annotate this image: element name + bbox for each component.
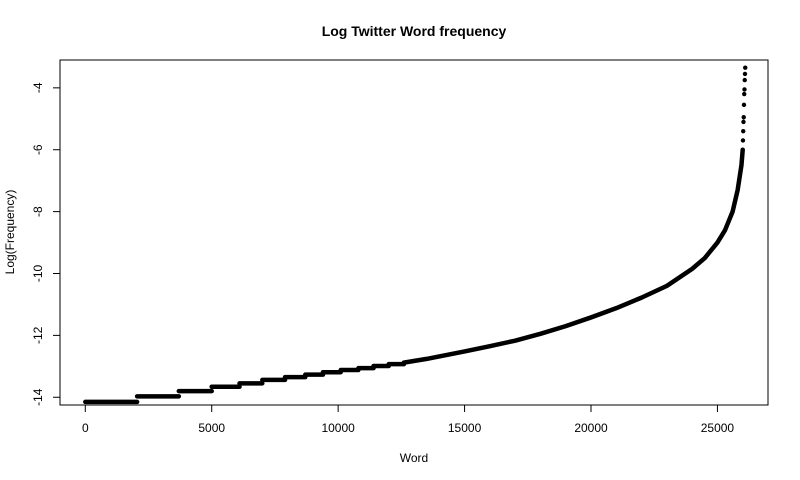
data-point: [742, 71, 748, 77]
data-point: [743, 65, 748, 70]
y-tick-label: -6: [31, 144, 45, 155]
y-axis: -14 -12 -10 -8 -6 -4: [31, 82, 60, 406]
plot-frame: [59, 59, 769, 406]
data-point: [742, 87, 747, 92]
data-point: [741, 115, 746, 120]
x-tick-label: 15000: [448, 421, 482, 435]
x-axis-label: Word: [400, 451, 428, 465]
series-points: [83, 65, 748, 405]
data-point: [741, 119, 746, 125]
chart-title: Log Twitter Word frequency: [322, 23, 507, 39]
y-tick-label: -10: [31, 264, 45, 282]
x-tick-label: 20000: [574, 421, 608, 435]
x-tick-label: 5000: [198, 421, 225, 435]
y-tick-label: -4: [31, 82, 45, 93]
data-point: [741, 102, 747, 108]
y-tick-label: -12: [31, 326, 45, 344]
x-tick-label: 0: [82, 421, 89, 435]
y-tick-label: -8: [31, 206, 45, 217]
x-tick-label: 10000: [321, 421, 355, 435]
y-tick-label: -14: [31, 388, 45, 406]
data-point: [742, 91, 747, 97]
x-axis: 0 5000 10000 15000 20000 25000: [82, 405, 734, 435]
data-point: [742, 77, 747, 83]
x-tick-label: 25000: [701, 421, 735, 435]
y-axis-label: Log(Frequency): [3, 190, 17, 275]
data-point: [741, 128, 746, 134]
data-point: [740, 138, 746, 143]
data-points-curve: [401, 147, 745, 365]
